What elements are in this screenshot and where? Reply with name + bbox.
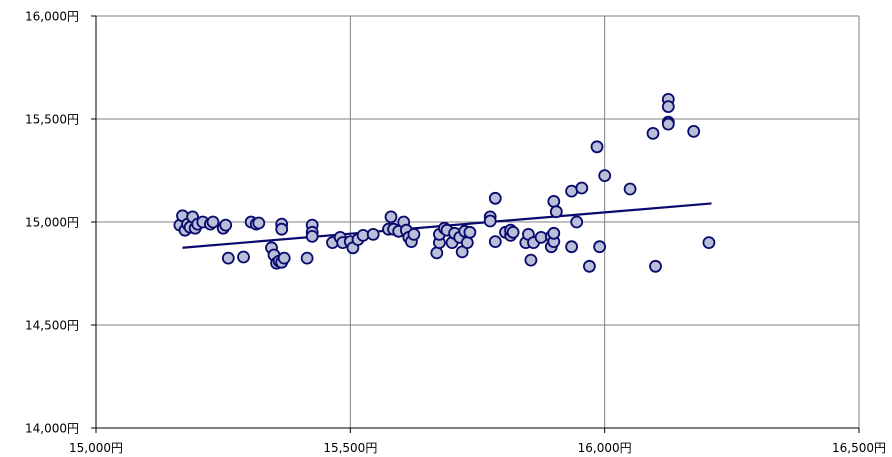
x-tick-label: 15,500円 (323, 441, 377, 455)
data-point (575, 181, 589, 195)
data-point (463, 225, 477, 239)
data-point (590, 140, 604, 154)
data-point (687, 124, 701, 138)
data-point (305, 229, 319, 243)
data-point (219, 218, 233, 232)
data-point (570, 215, 584, 229)
data-point (430, 246, 444, 260)
data-point (277, 251, 291, 265)
data-point (252, 216, 266, 230)
data-point (593, 240, 606, 254)
data-point (547, 194, 561, 208)
data-point (460, 236, 474, 250)
data-point (488, 235, 502, 249)
y-tick-label: 14,000円 (25, 422, 79, 436)
tick-label-layer: 14,000円 14,500円 15,000円 15,500円 16,000円 15,00… (25, 10, 886, 456)
data-point (524, 253, 538, 267)
y-tick-label: 16,000円 (25, 10, 79, 24)
point-layer (173, 93, 716, 273)
data-point (366, 227, 380, 241)
x-tick-label: 16,500円 (832, 441, 886, 455)
data-point (623, 182, 637, 196)
axis-layer (91, 15, 860, 433)
data-point (275, 222, 289, 236)
data-point (583, 259, 596, 273)
data-point (206, 215, 220, 229)
data-point (506, 225, 520, 239)
data-point (549, 205, 563, 219)
data-point (384, 210, 398, 224)
data-point (649, 259, 662, 273)
y-tick-label: 15,000円 (25, 216, 79, 230)
x-tick-label: 16,000円 (578, 441, 632, 455)
data-point (702, 236, 716, 250)
data-point (661, 117, 675, 131)
data-point (565, 240, 578, 254)
y-tick-label: 14,500円 (25, 319, 79, 333)
data-point (221, 251, 235, 265)
data-point (534, 230, 548, 244)
data-point (407, 227, 421, 241)
y-tick-label: 15,500円 (25, 113, 79, 127)
data-point (300, 251, 314, 265)
data-point (483, 214, 497, 228)
data-point (661, 100, 675, 113)
data-point (598, 169, 612, 183)
data-point (646, 126, 660, 140)
data-point (237, 250, 250, 264)
x-tick-label: 15,000円 (69, 441, 123, 455)
data-point (488, 191, 502, 205)
data-point (547, 226, 561, 240)
